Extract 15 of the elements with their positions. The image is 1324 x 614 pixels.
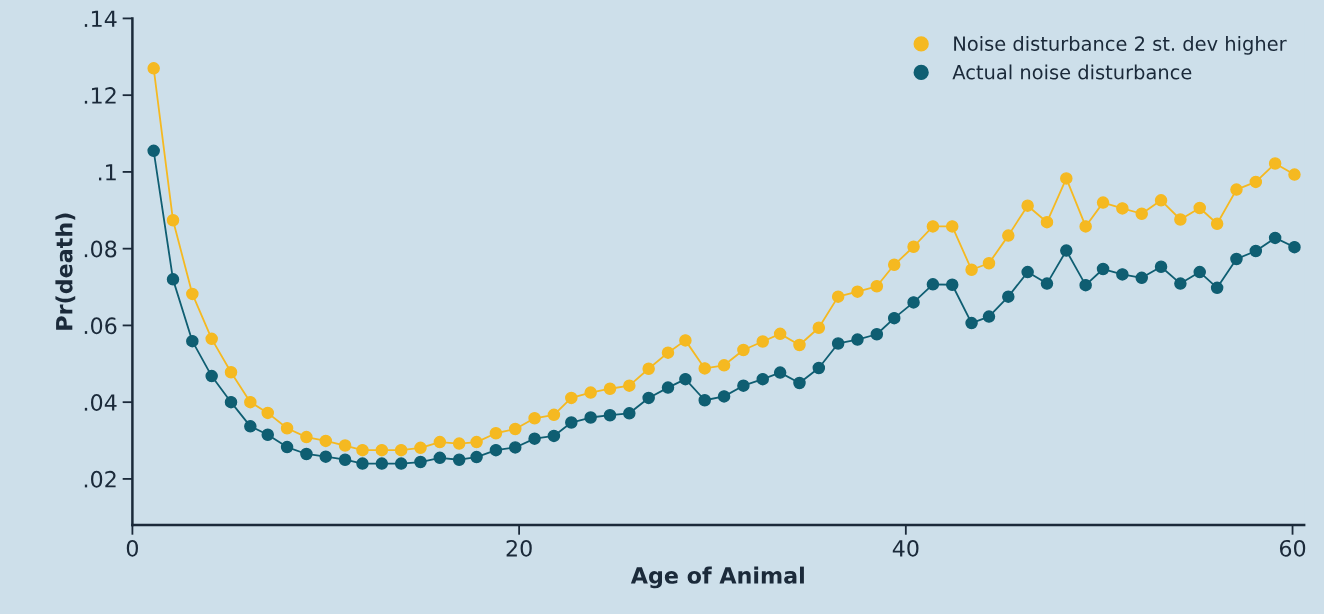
legend-label: Actual noise disturbance bbox=[952, 64, 1192, 80]
y-tick-label: .1 bbox=[98, 164, 116, 181]
y-tick-label: .14 bbox=[84, 10, 117, 27]
x-tick-label: 0 bbox=[126, 539, 138, 557]
y-tick-label: .08 bbox=[84, 240, 117, 258]
y-tick-label: .04 bbox=[84, 394, 117, 411]
x-tick-label: 40 bbox=[892, 539, 919, 557]
y-tick-label: .02 bbox=[84, 470, 116, 488]
legend-label: Noise disturbance 2 st. dev higher bbox=[954, 35, 1287, 55]
y-tick-label: .12 bbox=[84, 87, 116, 104]
y-tick-label: .06 bbox=[84, 317, 117, 335]
x-tick-label: 20 bbox=[506, 539, 532, 557]
y-axis-title: Pr(death) bbox=[55, 213, 76, 330]
x-tick-label: 60 bbox=[1279, 539, 1306, 557]
x-axis-title: Age of Animal bbox=[630, 566, 804, 589]
